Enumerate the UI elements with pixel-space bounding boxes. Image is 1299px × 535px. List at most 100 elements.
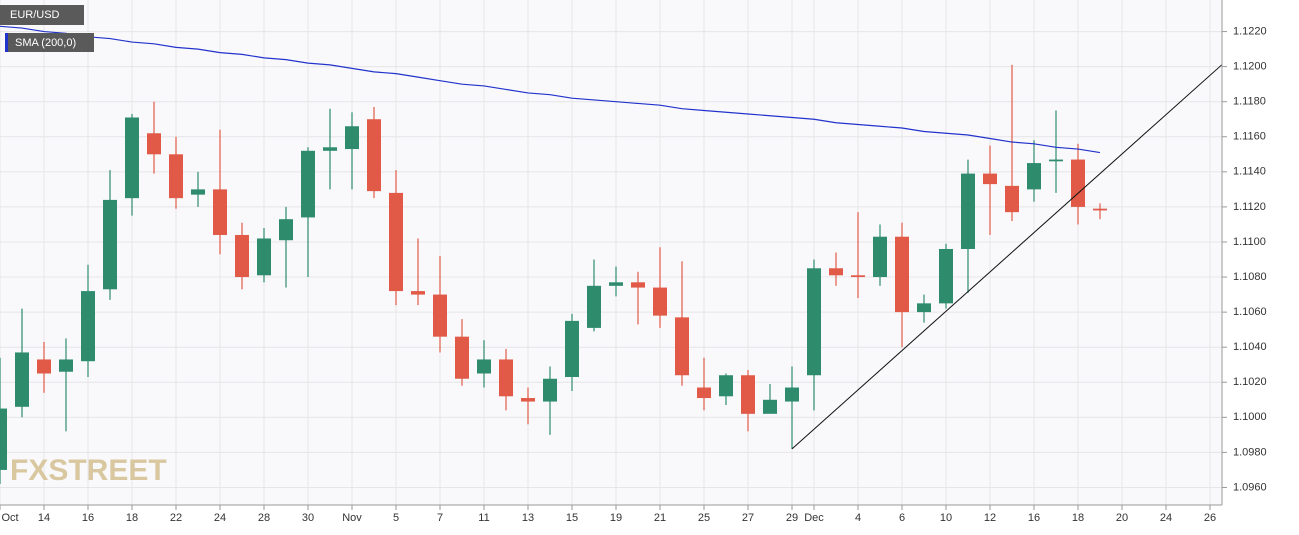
candle-body bbox=[1005, 185, 1019, 213]
x-tick-label: 15 bbox=[566, 512, 578, 524]
legend-box bbox=[5, 33, 94, 52]
x-tick-label: Oct bbox=[1, 512, 18, 524]
y-tick-label: 1.1160 bbox=[1233, 131, 1266, 143]
axes: 1.0960 1.0980 1.1000 1.1020 1.1040 1.1060 1.10… bbox=[0, 25, 1267, 524]
candle-body bbox=[543, 378, 557, 402]
candle-body bbox=[37, 359, 51, 374]
plot-area bbox=[0, 0, 1222, 505]
candle-body bbox=[983, 173, 997, 185]
x-tick-label: 27 bbox=[742, 512, 754, 524]
grid bbox=[0, 0, 1222, 505]
candle-body bbox=[565, 320, 579, 377]
legend-swatch bbox=[5, 33, 8, 52]
y-tick-label: 1.1200 bbox=[1233, 61, 1267, 73]
y-tick-label: 1.0960 bbox=[1233, 481, 1267, 493]
sma-line bbox=[0, 25, 1101, 154]
candle-body bbox=[477, 359, 491, 374]
candle-body bbox=[961, 173, 975, 249]
x-tick-label: 28 bbox=[258, 512, 270, 524]
x-tick-label: 14 bbox=[38, 512, 50, 524]
y-tick-label: 1.0980 bbox=[1233, 446, 1267, 458]
candle-body bbox=[763, 399, 777, 414]
y-tick-label: 1.1080 bbox=[1233, 271, 1267, 283]
candle-body bbox=[1049, 159, 1063, 162]
candle-body bbox=[873, 236, 887, 278]
candle-body bbox=[235, 234, 249, 278]
x-tick-label: 7 bbox=[437, 512, 443, 524]
candle-body bbox=[389, 192, 403, 292]
candle-body bbox=[697, 387, 711, 399]
candle-body bbox=[1027, 163, 1041, 190]
x-tick-label: 24 bbox=[214, 512, 226, 524]
candle-body bbox=[939, 248, 953, 304]
x-tick-label: 24 bbox=[1160, 512, 1172, 524]
x-tick-label: 11 bbox=[478, 512, 489, 524]
candle-body bbox=[917, 303, 931, 313]
candle-body bbox=[499, 359, 513, 397]
x-tick-label: 6 bbox=[899, 512, 905, 524]
candle-body bbox=[125, 117, 139, 199]
watermark: FXSTREET bbox=[10, 454, 167, 487]
x-tick-label: Nov bbox=[342, 512, 362, 524]
legend-label: SMA (200,0) bbox=[15, 37, 76, 49]
y-tick-label: 1.1100 bbox=[1233, 236, 1266, 248]
candle-body bbox=[829, 268, 843, 276]
candle-body bbox=[279, 219, 293, 241]
candle-body bbox=[191, 189, 205, 195]
candle-body bbox=[609, 282, 623, 286]
candle-body bbox=[433, 294, 447, 337]
x-tick-label: 18 bbox=[1072, 512, 1084, 524]
legend-label: EUR/USD bbox=[10, 9, 60, 21]
x-tick-label: 5 bbox=[393, 512, 399, 524]
x-tick-label: 29 bbox=[786, 512, 798, 524]
candle-body bbox=[719, 375, 733, 397]
x-tick-label: 4 bbox=[855, 512, 861, 524]
candle-body bbox=[1071, 159, 1085, 207]
candle-body bbox=[455, 336, 469, 379]
candle-body bbox=[807, 268, 821, 376]
x-tick-label: 30 bbox=[302, 512, 314, 524]
x-tick-label: 12 bbox=[984, 512, 996, 524]
candle-body bbox=[59, 359, 73, 372]
candle-body bbox=[81, 291, 95, 362]
candle-body bbox=[257, 238, 271, 276]
candle-body bbox=[851, 275, 865, 278]
trend-line bbox=[791, 63, 1222, 450]
x-tick-label: 22 bbox=[170, 512, 182, 524]
x-tick-label: 19 bbox=[610, 512, 622, 524]
x-tick-label: 10 bbox=[940, 512, 952, 524]
y-tick-label: 1.1220 bbox=[1233, 25, 1267, 37]
candle-body bbox=[367, 119, 381, 192]
y-tick-label: 1.1120 bbox=[1233, 201, 1266, 213]
x-tick-label: Dec bbox=[804, 512, 824, 524]
candle-body bbox=[587, 285, 601, 328]
legend-box bbox=[0, 5, 84, 25]
x-tick-label: 13 bbox=[522, 512, 534, 524]
x-tick-label: 21 bbox=[654, 512, 666, 524]
candle-body bbox=[213, 189, 227, 235]
candle-body bbox=[147, 133, 161, 155]
y-tick-label: 1.1020 bbox=[1233, 376, 1267, 388]
candle-body bbox=[169, 154, 183, 199]
candle-body bbox=[15, 352, 29, 407]
candle-body bbox=[345, 126, 359, 150]
candle-body bbox=[103, 199, 117, 290]
candle-body bbox=[521, 398, 535, 402]
y-tick-label: 1.1000 bbox=[1233, 411, 1267, 423]
y-tick-label: 1.1040 bbox=[1233, 341, 1267, 353]
x-tick-label: 18 bbox=[126, 512, 138, 524]
x-tick-label: 25 bbox=[698, 512, 710, 524]
marks bbox=[0, 25, 1222, 484]
y-tick-label: 1.1060 bbox=[1233, 306, 1267, 318]
candle-body bbox=[0, 408, 7, 470]
candle-body bbox=[785, 387, 799, 402]
y-tick-label: 1.1180 bbox=[1233, 96, 1266, 108]
x-tick-label: 26 bbox=[1204, 512, 1216, 524]
x-tick-label: 16 bbox=[1028, 512, 1040, 524]
candle-body bbox=[741, 375, 755, 414]
candle-body bbox=[323, 147, 337, 151]
candle-body bbox=[631, 282, 645, 288]
candle-body bbox=[411, 291, 425, 295]
